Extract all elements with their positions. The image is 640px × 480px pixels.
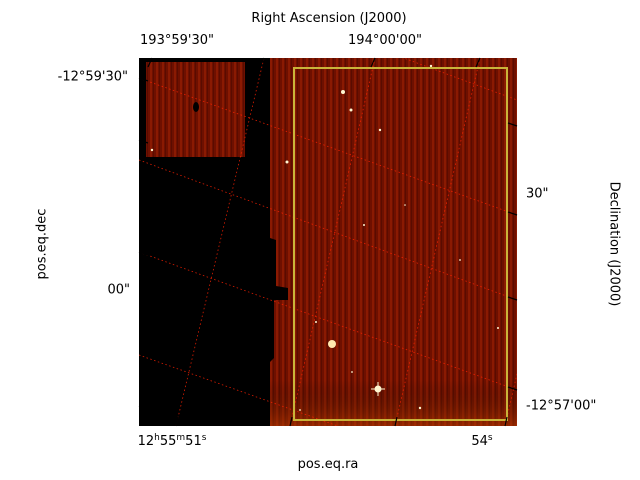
right-tick-label: 30": [526, 186, 549, 202]
coordinate-grid: [139, 58, 517, 426]
left-axis-title: pos.eq.dec: [34, 208, 50, 280]
left-tick-label: -12°59'30": [57, 69, 128, 85]
bottom-axis-title: pos.eq.ra: [297, 457, 359, 472]
top-tick-label: 193°59'30": [140, 33, 214, 48]
large-detector-field: [270, 58, 517, 426]
bottom-tick-label: 12h55m51s: [137, 433, 207, 449]
bottom-glow: [270, 380, 517, 426]
left-tick-label: 00": [107, 282, 130, 298]
stars: [150, 64, 499, 411]
star-spikes: [371, 382, 385, 396]
right-tick-label: -12°57'00": [526, 398, 597, 414]
dark-spot: [193, 102, 199, 112]
axis-ticks: [138, 57, 518, 427]
top-tick-label: 194°00'00": [348, 33, 422, 48]
right-axis-title: Declination (J2000): [606, 181, 622, 307]
top-axis-title: Right Ascension (J2000): [251, 11, 407, 26]
bottom-tick-label: 54s: [471, 433, 493, 449]
region-box[interactable]: [293, 67, 508, 421]
